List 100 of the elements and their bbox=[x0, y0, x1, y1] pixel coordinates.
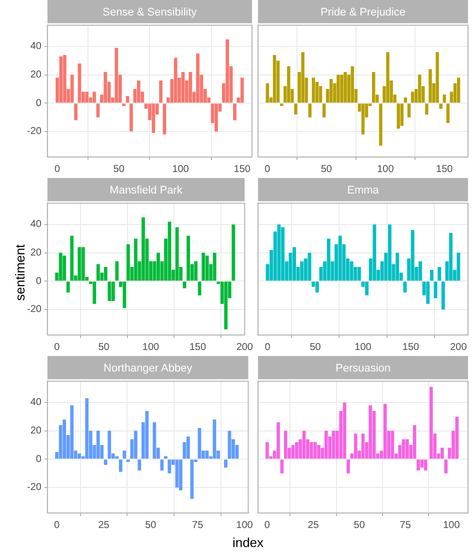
bar bbox=[396, 104, 400, 129]
bar bbox=[281, 227, 285, 281]
bar bbox=[186, 436, 190, 459]
bar bbox=[430, 270, 434, 281]
bar bbox=[168, 460, 172, 474]
x-tick-label: 200 bbox=[450, 342, 468, 353]
bar bbox=[442, 94, 446, 103]
bar bbox=[240, 78, 244, 103]
x-tick-label: 0 bbox=[54, 520, 60, 531]
bar bbox=[436, 52, 439, 103]
chart-title: Emma bbox=[347, 184, 380, 197]
bar bbox=[365, 282, 369, 296]
x-tick-label: 100 bbox=[172, 164, 190, 175]
bar bbox=[136, 80, 140, 103]
bar bbox=[438, 266, 442, 281]
bar bbox=[198, 282, 202, 296]
bar bbox=[196, 54, 200, 103]
chart-title: Pride & Prejudice bbox=[320, 6, 406, 19]
bar bbox=[361, 104, 365, 134]
bar bbox=[336, 74, 340, 103]
bar bbox=[292, 247, 296, 281]
bar bbox=[313, 442, 317, 459]
bar bbox=[361, 434, 365, 459]
bar bbox=[266, 442, 269, 459]
bar bbox=[338, 236, 342, 281]
bar bbox=[96, 430, 100, 459]
x-tick-label: 100 bbox=[236, 520, 254, 531]
bar bbox=[322, 104, 326, 118]
bar bbox=[308, 252, 312, 281]
bar bbox=[85, 92, 89, 103]
bar bbox=[291, 444, 295, 459]
bar bbox=[317, 444, 320, 459]
bar bbox=[388, 224, 392, 281]
chart-title: Mansfield Park bbox=[110, 184, 183, 197]
x-tick-label: 25 bbox=[308, 520, 320, 531]
y-tick-label: 0 bbox=[36, 276, 42, 287]
x-tick-label: 100 bbox=[377, 164, 394, 175]
x-tick-label: 0 bbox=[264, 520, 270, 531]
bar bbox=[372, 72, 376, 103]
bar bbox=[174, 58, 178, 103]
bar bbox=[424, 460, 428, 470]
bar bbox=[114, 48, 118, 103]
x-axis-title: index bbox=[231, 535, 265, 550]
x-tick-label: 0 bbox=[264, 164, 271, 175]
bar bbox=[310, 442, 314, 459]
x-tick-label: 100 bbox=[443, 520, 460, 531]
bar bbox=[62, 419, 66, 459]
bar bbox=[280, 460, 284, 474]
x-tick-label: 150 bbox=[234, 164, 251, 175]
bar bbox=[386, 52, 390, 103]
bar bbox=[233, 104, 236, 120]
bar bbox=[284, 430, 288, 459]
bar bbox=[312, 78, 316, 103]
y-tick-label: 0 bbox=[36, 454, 42, 465]
bar bbox=[138, 460, 142, 470]
bar bbox=[440, 448, 444, 459]
y-tick-label: -20 bbox=[27, 482, 42, 494]
bar bbox=[318, 86, 322, 103]
bar bbox=[315, 82, 319, 103]
x-tick-label: 100 bbox=[142, 342, 160, 353]
bar bbox=[418, 74, 422, 103]
bar bbox=[188, 72, 192, 103]
bar bbox=[368, 405, 372, 459]
bar bbox=[62, 256, 66, 281]
y-tick-label: 40 bbox=[30, 219, 42, 230]
bar bbox=[92, 92, 96, 103]
bar bbox=[66, 282, 70, 292]
bar bbox=[410, 92, 414, 103]
bar bbox=[350, 66, 354, 103]
bar bbox=[430, 386, 433, 459]
y-axis-title: sentiment bbox=[12, 243, 28, 303]
bar bbox=[92, 282, 96, 304]
bar bbox=[156, 252, 160, 281]
bar bbox=[179, 460, 182, 490]
bar bbox=[346, 460, 350, 474]
x-tick-label: 25 bbox=[98, 520, 110, 531]
bar bbox=[160, 460, 164, 470]
bar bbox=[330, 79, 333, 103]
bar bbox=[301, 52, 304, 103]
bar bbox=[350, 261, 354, 281]
bar bbox=[456, 78, 460, 103]
bar bbox=[70, 236, 74, 281]
bar bbox=[104, 460, 108, 465]
bar bbox=[78, 453, 82, 459]
x-tick-label: 50 bbox=[354, 520, 366, 531]
x-tick-label: 50 bbox=[113, 164, 125, 175]
bar bbox=[224, 282, 228, 330]
y-tick-label: 40 bbox=[30, 41, 42, 52]
bar bbox=[186, 236, 190, 281]
bar bbox=[416, 460, 420, 470]
bar bbox=[118, 460, 122, 472]
bar bbox=[85, 398, 89, 459]
bar bbox=[232, 224, 236, 281]
bar bbox=[340, 74, 344, 103]
bar bbox=[74, 104, 78, 120]
bar bbox=[134, 238, 138, 281]
bar bbox=[342, 402, 346, 459]
bar bbox=[266, 83, 270, 103]
x-tick-label: 200 bbox=[236, 342, 254, 353]
bar bbox=[324, 430, 328, 459]
